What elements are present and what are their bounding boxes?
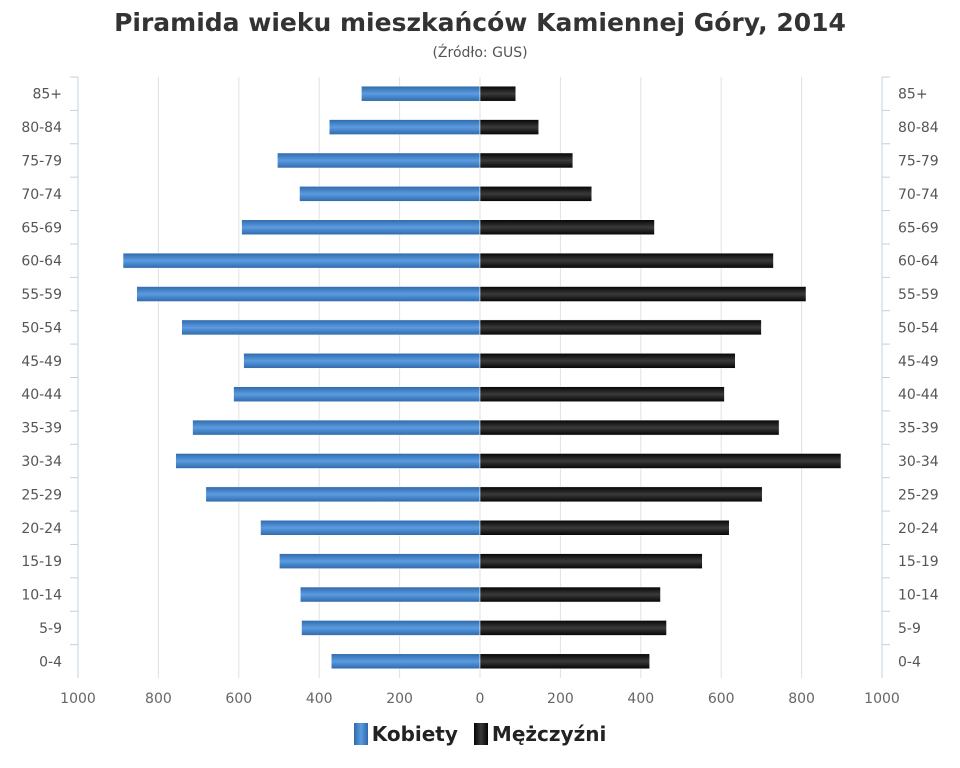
bar-kobiety bbox=[279, 553, 481, 569]
y-tick-label-right: 0-4 bbox=[898, 654, 921, 670]
x-tick-label: 400 bbox=[627, 691, 654, 707]
x-tick-label: 400 bbox=[306, 691, 333, 707]
y-tick-label-right: 25-29 bbox=[898, 487, 939, 503]
x-tick-label: 200 bbox=[547, 691, 574, 707]
bar-kobiety bbox=[361, 85, 481, 102]
bar-mezczyzni bbox=[479, 386, 725, 402]
y-tick-label-left: 25-29 bbox=[21, 487, 62, 503]
y-tick-label-left: 80-84 bbox=[21, 120, 62, 136]
y-tick-label-right: 40-44 bbox=[898, 387, 939, 403]
y-tick-label-right: 5-9 bbox=[898, 621, 921, 637]
bar-mezczyzni bbox=[479, 520, 730, 536]
y-tick-label-right: 20-24 bbox=[898, 521, 939, 537]
bar-kobiety bbox=[277, 152, 481, 169]
bar-kobiety bbox=[233, 386, 481, 402]
bar-mezczyzni bbox=[479, 453, 842, 469]
chart-subtitle: (Źródło: GUS) bbox=[432, 45, 528, 61]
y-tick-label-left: 85+ bbox=[32, 87, 62, 103]
y-tick-label-left: 70-74 bbox=[21, 187, 62, 203]
y-tick-label-left: 40-44 bbox=[21, 387, 62, 403]
bar-mezczyzni bbox=[479, 286, 807, 302]
y-tick-label-right: 60-64 bbox=[898, 254, 939, 270]
legend-swatch-mezczyzni bbox=[473, 723, 488, 745]
x-tick-label: 600 bbox=[225, 691, 252, 707]
y-tick-label-left: 45-49 bbox=[21, 354, 62, 370]
y-tick-label-left: 10-14 bbox=[21, 588, 62, 604]
bar-kobiety bbox=[260, 520, 481, 536]
bar-mezczyzni bbox=[479, 353, 736, 369]
legend-item-mezczyzni[interactable]: Mężczyźni bbox=[473, 722, 607, 746]
bar-kobiety bbox=[175, 453, 481, 469]
x-tick-label: 1000 bbox=[864, 691, 900, 707]
y-tick-label-right: 35-39 bbox=[898, 421, 939, 437]
y-tick-label-left: 15-19 bbox=[21, 554, 62, 570]
y-tick-label-left: 0-4 bbox=[39, 654, 62, 670]
legend-label-mezczyzni: Mężczyźni bbox=[491, 722, 607, 746]
x-tick-label: 600 bbox=[708, 691, 735, 707]
legend-label-kobiety: Kobiety bbox=[371, 722, 458, 746]
bar-kobiety bbox=[122, 252, 481, 269]
bar-kobiety bbox=[205, 486, 481, 503]
bar-kobiety bbox=[243, 353, 481, 369]
y-tick-label-right: 45-49 bbox=[898, 354, 939, 370]
y-tick-label-left: 50-54 bbox=[21, 320, 62, 336]
bar-kobiety bbox=[136, 286, 481, 302]
bar-mezczyzni bbox=[479, 252, 774, 269]
x-tick-label: 800 bbox=[145, 691, 172, 707]
y-tick-label-left: 30-34 bbox=[21, 454, 62, 470]
y-tick-label-left: 55-59 bbox=[21, 287, 62, 303]
y-tick-label-left: 65-69 bbox=[21, 220, 62, 236]
y-tick-label-right: 50-54 bbox=[898, 320, 939, 336]
y-tick-label-right: 55-59 bbox=[898, 287, 939, 303]
bar-mezczyzni bbox=[479, 553, 703, 569]
bar-mezczyzni bbox=[479, 620, 667, 636]
bar-kobiety bbox=[192, 419, 481, 436]
bar-mezczyzni bbox=[479, 186, 593, 202]
x-tick-label: 800 bbox=[788, 691, 815, 707]
y-tick-label-right: 15-19 bbox=[898, 554, 939, 570]
y-tick-label-right: 10-14 bbox=[898, 588, 939, 604]
y-tick-label-left: 75-79 bbox=[21, 153, 62, 169]
bar-kobiety bbox=[301, 620, 481, 636]
bar-mezczyzni bbox=[479, 319, 762, 336]
bar-kobiety bbox=[181, 319, 481, 336]
x-tick-label: 0 bbox=[476, 691, 485, 707]
x-tick-label: 1000 bbox=[60, 691, 96, 707]
x-tick-label: 200 bbox=[386, 691, 413, 707]
y-tick-label-left: 5-9 bbox=[39, 621, 62, 637]
bar-mezczyzni bbox=[479, 152, 574, 169]
bar-kobiety bbox=[329, 119, 481, 135]
bar-mezczyzni bbox=[479, 653, 650, 670]
bar-mezczyzni bbox=[479, 119, 539, 135]
bar-mezczyzni bbox=[479, 419, 780, 436]
y-tick-label-left: 35-39 bbox=[21, 421, 62, 437]
bar-kobiety bbox=[299, 186, 481, 202]
legend-item-kobiety[interactable]: Kobiety bbox=[353, 722, 458, 746]
y-tick-label-left: 60-64 bbox=[21, 254, 62, 270]
bar-mezczyzni bbox=[479, 219, 655, 235]
bar-mezczyzni bbox=[479, 586, 661, 603]
legend: Kobiety Mężczyźni bbox=[0, 722, 960, 746]
y-tick-label-left: 20-24 bbox=[21, 521, 62, 537]
chart-title: Piramida wieku mieszkańców Kamiennej Gór… bbox=[114, 8, 846, 37]
legend-swatch-kobiety bbox=[353, 723, 368, 745]
bar-kobiety bbox=[331, 653, 481, 670]
y-tick-label-right: 85+ bbox=[898, 87, 928, 103]
bar-mezczyzni bbox=[479, 486, 763, 503]
y-tick-label-right: 65-69 bbox=[898, 220, 939, 236]
y-tick-label-right: 75-79 bbox=[898, 153, 939, 169]
bar-mezczyzni bbox=[479, 85, 517, 102]
y-tick-label-right: 30-34 bbox=[898, 454, 939, 470]
bar-kobiety bbox=[300, 586, 481, 603]
y-tick-label-right: 70-74 bbox=[898, 187, 939, 203]
y-tick-label-right: 80-84 bbox=[898, 120, 939, 136]
bar-kobiety bbox=[241, 219, 481, 235]
